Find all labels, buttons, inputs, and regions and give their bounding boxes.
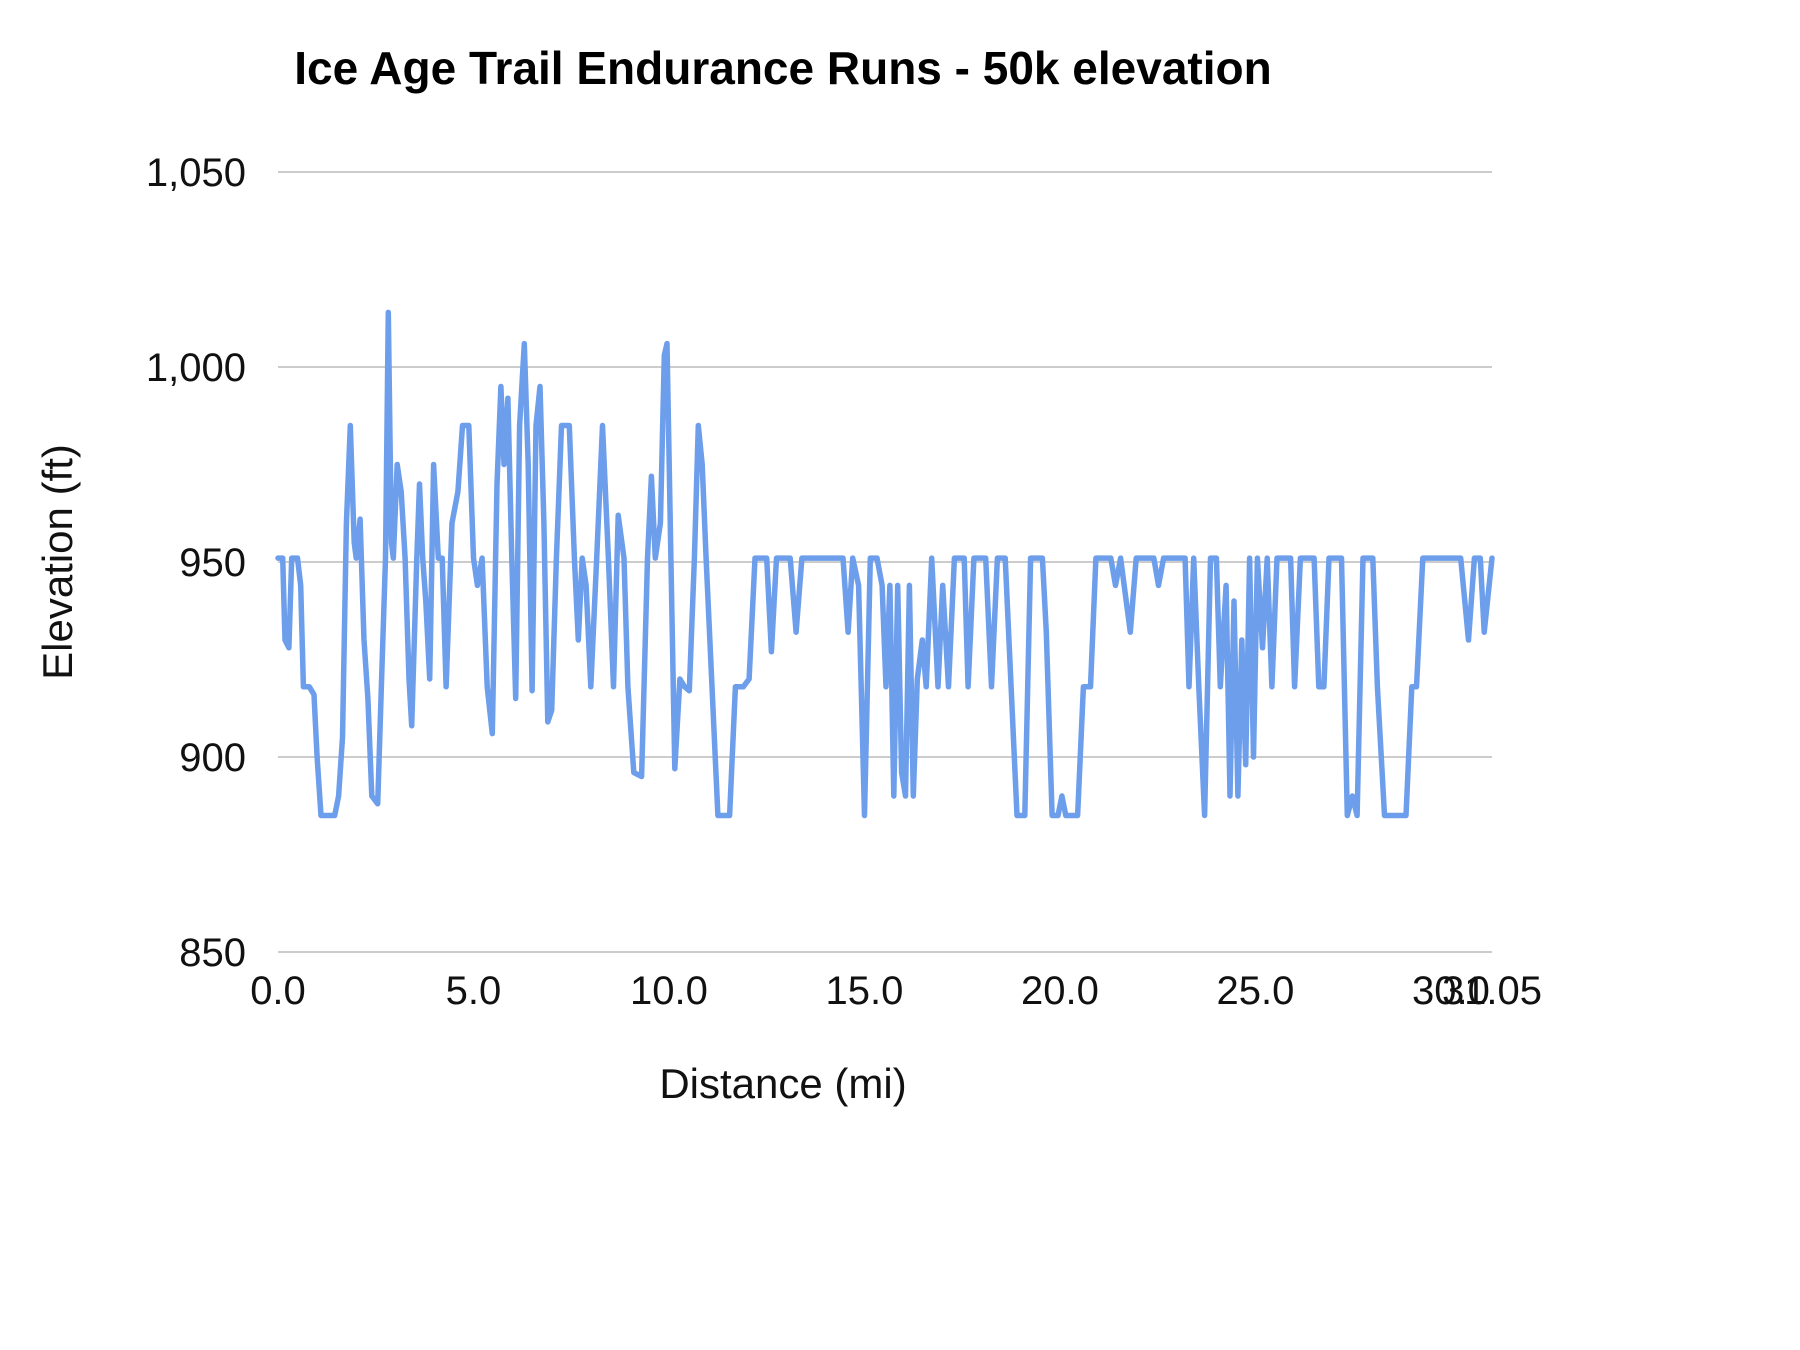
elevation-line: [275, 309, 1495, 819]
y-tick-label: 850: [179, 931, 246, 975]
x-tick-label: 30.0: [1412, 969, 1490, 1013]
x-tick-label: 10.0: [630, 969, 708, 1013]
gridlines: [278, 171, 1492, 953]
x-tick-label: 20.0: [1021, 969, 1099, 1013]
chart-title: Ice Age Trail Endurance Runs - 50k eleva…: [294, 42, 1271, 94]
y-tick-label: 1,050: [146, 151, 246, 195]
y-tick-label: 950: [179, 541, 246, 585]
x-tick-label: 15.0: [826, 969, 904, 1013]
x-tick-label: 31.05: [1442, 969, 1542, 1013]
x-tick-label: 5.0: [446, 969, 502, 1013]
x-tick-labels: 0.0 5.0 10.0 15.0 20.0 25.0 30.031.05: [250, 969, 1542, 1013]
x-tick-label: 0.0: [250, 969, 306, 1013]
y-tick-labels: 850 900 950 1,000 1,050: [146, 151, 246, 975]
y-tick-label: 1,000: [146, 346, 246, 390]
y-tick-label: 900: [179, 736, 246, 780]
x-axis-title: Distance (mi): [659, 1060, 906, 1107]
x-tick-label: 25.0: [1217, 969, 1295, 1013]
y-axis-title: Elevation (ft): [34, 444, 81, 680]
